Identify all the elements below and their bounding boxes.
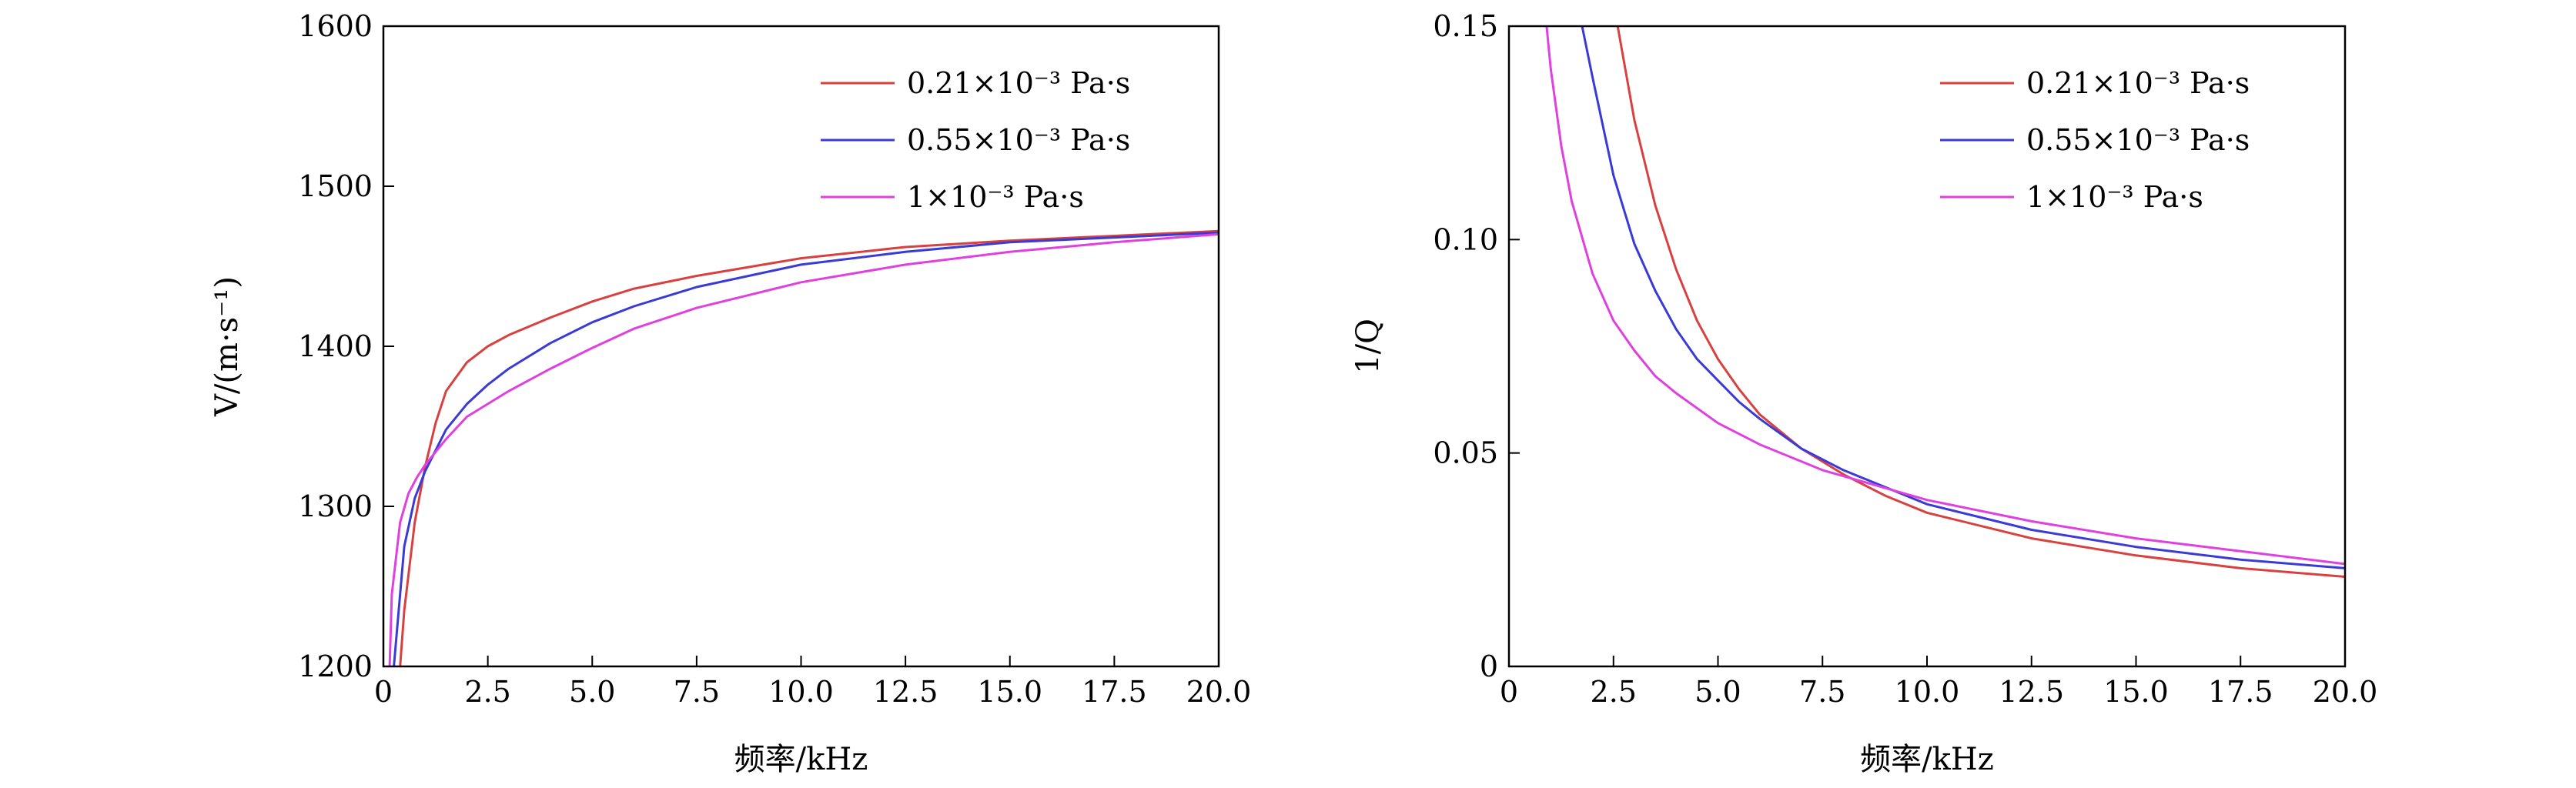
chart2-series-line-3 [1545,26,2345,566]
chart1-legend-label-3: 1×10⁻³ Pa·s [907,180,1084,214]
chart2-x-tick-label: 20.0 [2313,675,2378,709]
chart1-x-tick-label: 2.5 [464,675,510,709]
chart2-y-axis-label: 1/Q [1350,319,1386,374]
chart1-series-line-1 [399,229,1219,666]
chart1-x-tick-label: 0 [374,675,393,709]
chart1-legend-label-2: 0.55×10⁻³ Pa·s [907,123,1130,157]
chart1-x-tick-label: 17.5 [1082,675,1147,709]
chart2-series-line-2 [1581,26,2345,569]
chart1-plot: 0 2.5 5.0 7.5 10.0 12.5 15.0 17.5 20.0 1200 1300 14… [209,9,1251,777]
chart2-plot: 0 2.5 5.0 7.5 10.0 12.5 15.0 17.5 20.0 0 0.05 0.10 0… [1350,9,2377,777]
chart2-legend: 0.21×10⁻³ Pa·s 0.55×10⁻³ Pa·s 1×10⁻³ Pa·s [1940,66,2250,214]
chart1-x-tick-label: 20.0 [1186,675,1252,709]
chart2-series-group [1545,26,2345,578]
chart2-y-tick-label: 0.10 [1433,222,1498,256]
chart2-legend-label-3: 1×10⁻³ Pa·s [2026,180,2203,214]
chart1-series-group [388,229,1219,666]
chart1-x-tick-label: 15.0 [977,675,1042,709]
chart2-y-tick-label: 0.05 [1433,436,1498,470]
chart1-y-tick-label: 1500 [298,169,373,203]
chart2-y-tick-label: 0.15 [1433,9,1498,43]
chart1-y-tick-label: 1200 [298,649,373,683]
chart1-x-axis-label: 频率/kHz [734,742,868,777]
chart1-series-line-2 [393,231,1219,666]
chart2-y-tick-label: 0 [1480,649,1498,683]
chart2-x-tick-label: 10.0 [1895,675,1960,709]
chart2-series-line-1 [1616,26,2345,578]
chart1-plot-frame [382,25,1220,668]
chart1-y-tick-label: 1400 [298,329,373,363]
chart2-x-tick-label: 15.0 [2103,675,2169,709]
chart1-series-line-3 [388,232,1219,666]
chart2-x-axis-label: 频率/kHz [1860,742,1994,777]
chart2-x-tick-label: 0 [1500,675,1518,709]
chart2-x-tick-label: 2.5 [1591,675,1637,709]
chart1-x-tick-label: 5.0 [569,675,615,709]
chart1-legend-label-1: 0.21×10⁻³ Pa·s [907,66,1130,100]
chart2-legend-label-2: 0.55×10⁻³ Pa·s [2026,123,2250,157]
chart2-legend-label-1: 0.21×10⁻³ Pa·s [2026,66,2250,100]
chart1-y-tick-label: 1600 [298,9,373,43]
chart2-x-tick-label: 17.5 [2208,675,2273,709]
chart2-x-tick-label: 7.5 [1799,675,1845,709]
chart1-y-axis-label: V/(m·s⁻¹) [209,276,245,417]
chart1-x-tick-label: 12.5 [873,675,938,709]
chart1-x-tick-label: 7.5 [674,675,720,709]
chart2-x-tick-label: 5.0 [1694,675,1741,709]
chart1-y-tick-label: 1300 [298,489,373,523]
chart1-x-tick-label: 10.0 [768,675,834,709]
chart2-x-tick-label: 12.5 [1999,675,2064,709]
chart1-legend: 0.21×10⁻³ Pa·s 0.55×10⁻³ Pa·s 1×10⁻³ Pa·s [821,66,1130,214]
